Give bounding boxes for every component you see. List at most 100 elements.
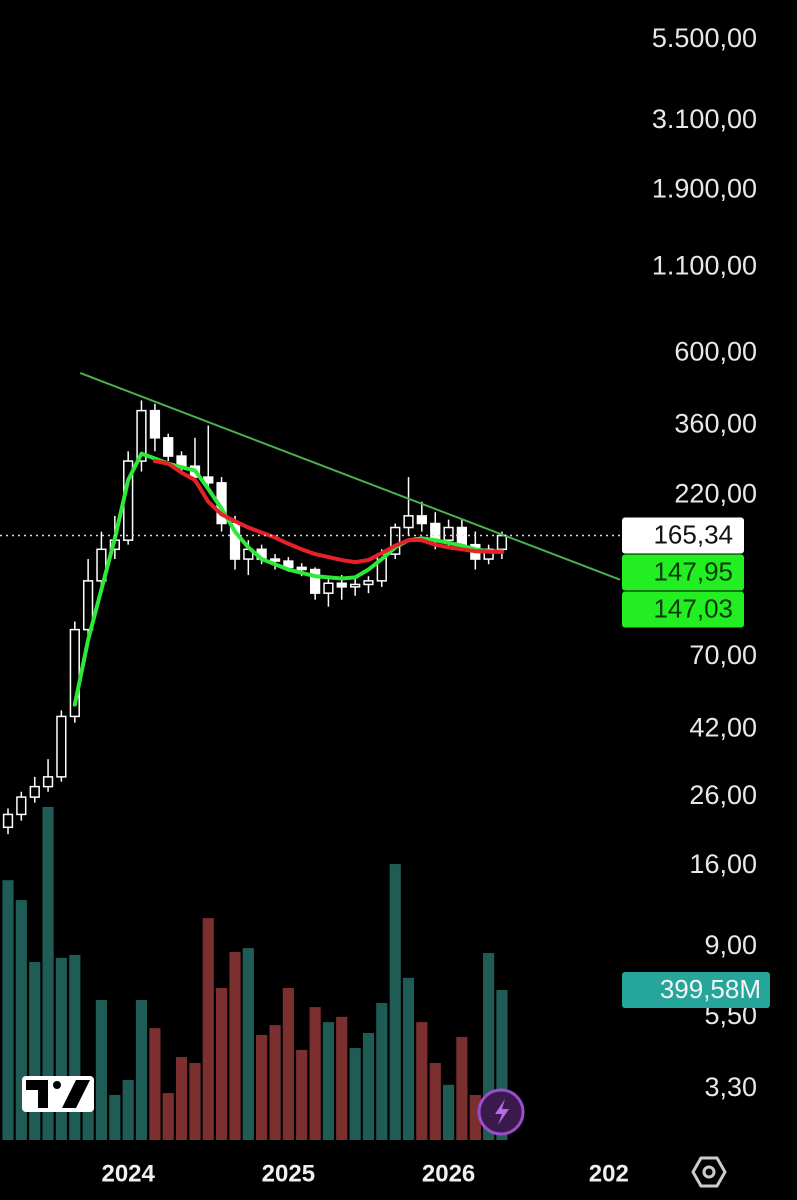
ma-line bbox=[72, 451, 504, 707]
volume-bar bbox=[336, 1016, 348, 1140]
y-tick-label: 1.900,00 bbox=[652, 173, 757, 203]
volume-bar bbox=[322, 1022, 335, 1140]
candle-body bbox=[416, 515, 427, 525]
y-tick-label: 360,00 bbox=[674, 409, 757, 439]
candle-body bbox=[16, 796, 27, 816]
volume-bar bbox=[189, 1063, 201, 1140]
volume-bar bbox=[269, 1025, 281, 1140]
volume-bar bbox=[55, 957, 67, 1140]
y-tick-label: 26,00 bbox=[689, 780, 757, 810]
price-label: 147,95 bbox=[653, 556, 733, 586]
y-tick-label: 3,30 bbox=[704, 1072, 757, 1102]
candle-body bbox=[163, 437, 174, 457]
volume-bar bbox=[242, 948, 254, 1140]
y-tick-label: 600,00 bbox=[674, 336, 757, 366]
candle-body bbox=[29, 785, 40, 798]
candle-body bbox=[309, 568, 321, 594]
volume-bar bbox=[229, 951, 241, 1140]
volume-bar bbox=[282, 987, 294, 1140]
y-tick-label: 3.100,00 bbox=[652, 104, 757, 134]
volume-bar bbox=[202, 918, 214, 1140]
volume-bar bbox=[389, 864, 401, 1140]
volume-bar bbox=[402, 977, 415, 1140]
price-layer bbox=[0, 372, 622, 835]
volume-bar bbox=[442, 1084, 455, 1140]
y-tick-label: 1.100,00 bbox=[652, 251, 757, 281]
volume-bar bbox=[309, 1007, 321, 1140]
volume-bar bbox=[175, 1057, 188, 1140]
logo bbox=[22, 1076, 94, 1112]
volume-layer bbox=[2, 806, 508, 1140]
volume-bar bbox=[122, 1079, 134, 1140]
volume-bar bbox=[215, 987, 228, 1140]
ma-line bbox=[152, 459, 504, 565]
volume-bar bbox=[469, 1094, 481, 1140]
candle-body bbox=[149, 409, 161, 439]
candle-body bbox=[296, 566, 307, 571]
volume-bar bbox=[149, 1028, 161, 1140]
volume-bar bbox=[296, 1049, 308, 1140]
candle-body bbox=[403, 515, 414, 529]
volume-bar bbox=[376, 1002, 388, 1140]
y-tick-label: 42,00 bbox=[689, 712, 757, 742]
price-label: 147,03 bbox=[653, 593, 733, 623]
x-tick-label: 2026 bbox=[422, 1160, 475, 1187]
y-tick-label: 9,00 bbox=[704, 930, 757, 960]
volume-bar bbox=[429, 1063, 441, 1140]
candle-body bbox=[136, 409, 147, 462]
candle-body bbox=[82, 580, 94, 631]
volume-bar bbox=[109, 1094, 121, 1140]
price-label-box bbox=[622, 591, 744, 628]
candle-body bbox=[456, 526, 468, 546]
volume-label: 399,58M bbox=[660, 974, 761, 1004]
candle-body bbox=[69, 628, 80, 718]
x-tick-label: 2024 bbox=[101, 1160, 155, 1187]
x-tick-label: 202 bbox=[589, 1160, 629, 1187]
trendline bbox=[79, 372, 621, 581]
candle-body bbox=[336, 582, 347, 588]
candle-body bbox=[443, 526, 454, 541]
volume-bar bbox=[349, 1048, 361, 1140]
candle-body bbox=[2, 813, 14, 829]
y-tick-label: 5.500,00 bbox=[652, 23, 757, 53]
candle-body bbox=[229, 522, 241, 560]
volume-bar bbox=[15, 900, 27, 1140]
candle-body bbox=[363, 580, 374, 586]
volume-bar bbox=[135, 999, 148, 1140]
volume-bar bbox=[256, 1034, 268, 1140]
candle-body bbox=[42, 776, 54, 788]
volume-bar bbox=[2, 880, 14, 1140]
volume-bar bbox=[416, 1022, 428, 1140]
axis-layer: 5.500,00 3.100,00 1.900,00 1.100,00 600,00 36… bbox=[101, 23, 770, 1187]
price-label-box bbox=[622, 554, 744, 591]
candle-body bbox=[430, 522, 441, 541]
volume-bar bbox=[483, 953, 495, 1140]
volume-bar bbox=[29, 962, 41, 1140]
x-tick-label: 2025 bbox=[262, 1160, 315, 1187]
candle-body bbox=[350, 583, 361, 588]
price-label: 165,34 bbox=[653, 519, 733, 549]
price-label-box bbox=[622, 517, 744, 554]
volume-bar bbox=[42, 806, 54, 1140]
candle-body bbox=[56, 715, 67, 778]
volume-bar bbox=[162, 1093, 174, 1140]
volume-label-box bbox=[622, 971, 770, 1008]
y-tick-label: 70,00 bbox=[689, 640, 757, 670]
lightning-button[interactable] bbox=[477, 1088, 525, 1136]
candle-body bbox=[323, 582, 334, 594]
volume-bar bbox=[456, 1037, 468, 1140]
volume-bar bbox=[82, 1099, 94, 1140]
candle-body bbox=[269, 558, 281, 562]
candle-body bbox=[283, 560, 294, 569]
settings-button[interactable] bbox=[691, 1156, 727, 1188]
volume-bar bbox=[496, 989, 508, 1140]
volume-bar bbox=[69, 954, 81, 1140]
candle-body bbox=[496, 534, 508, 551]
y-tick-label: 220,00 bbox=[674, 478, 757, 508]
candle-body bbox=[390, 526, 401, 555]
volume-bar bbox=[95, 999, 107, 1140]
y-tick-label: 16,00 bbox=[689, 849, 757, 879]
volume-bar bbox=[362, 1032, 375, 1140]
